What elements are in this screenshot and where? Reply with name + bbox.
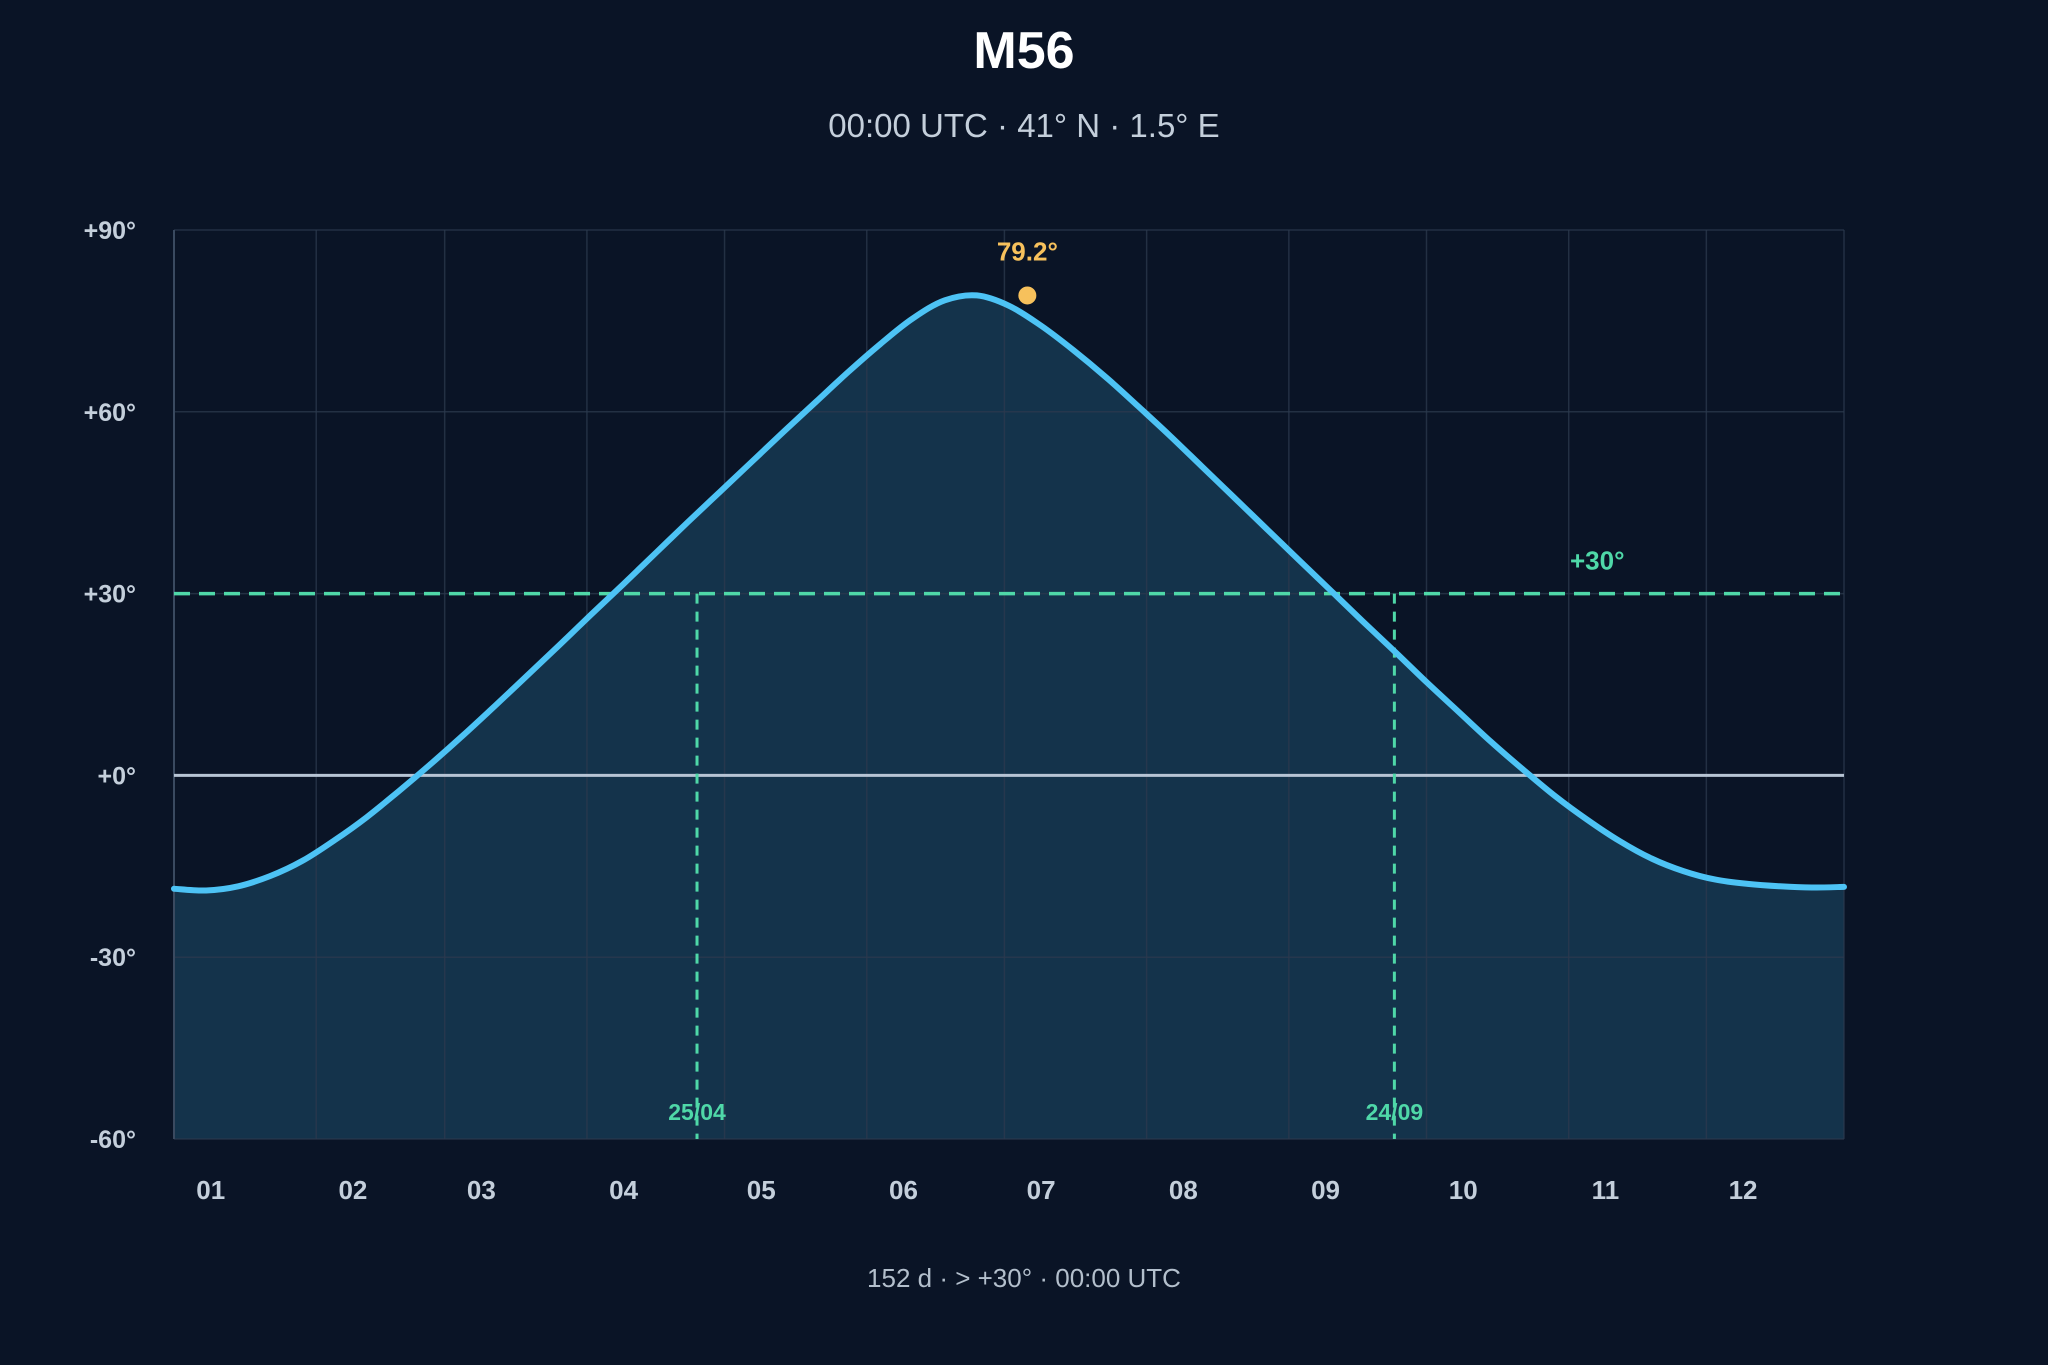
x-tick-label: 11	[1592, 1175, 1620, 1205]
x-tick-label: 03	[467, 1175, 496, 1205]
peak-label: 79.2°	[997, 236, 1058, 266]
peak-point	[1018, 286, 1037, 305]
y-tick-label: +60°	[84, 399, 136, 427]
x-tick-label: 08	[1169, 1175, 1198, 1205]
x-tick-label: 10	[1449, 1175, 1478, 1205]
y-tick-label: -60°	[90, 1126, 136, 1154]
x-tick-label: 04	[609, 1175, 638, 1205]
y-tick-label: -30°	[90, 944, 136, 972]
chart-subtitle: 00:00 UTC · 41° N · 1.5° E	[828, 107, 1219, 144]
y-tick-label: +90°	[84, 217, 136, 245]
y-tick-label: +30°	[84, 581, 136, 609]
chart-footer: 152 d · > +30° · 00:00 UTC	[867, 1263, 1181, 1293]
crossing-date-label: 25/04	[668, 1099, 726, 1125]
threshold-label: +30°	[1570, 546, 1625, 576]
x-tick-label: 12	[1729, 1175, 1758, 1205]
y-tick-label: +0°	[97, 762, 136, 790]
x-tick-label: 01	[196, 1175, 225, 1205]
altitude-curve	[171, 292, 1847, 894]
crossing-date-label: 24/09	[1366, 1099, 1424, 1125]
chart-title: M56	[973, 22, 1074, 80]
x-tick-label: 05	[747, 1175, 776, 1205]
x-tick-label: 09	[1311, 1175, 1340, 1205]
x-tick-label: 02	[338, 1175, 367, 1205]
x-tick-label: 06	[889, 1175, 918, 1205]
x-tick-label: 07	[1027, 1175, 1056, 1205]
